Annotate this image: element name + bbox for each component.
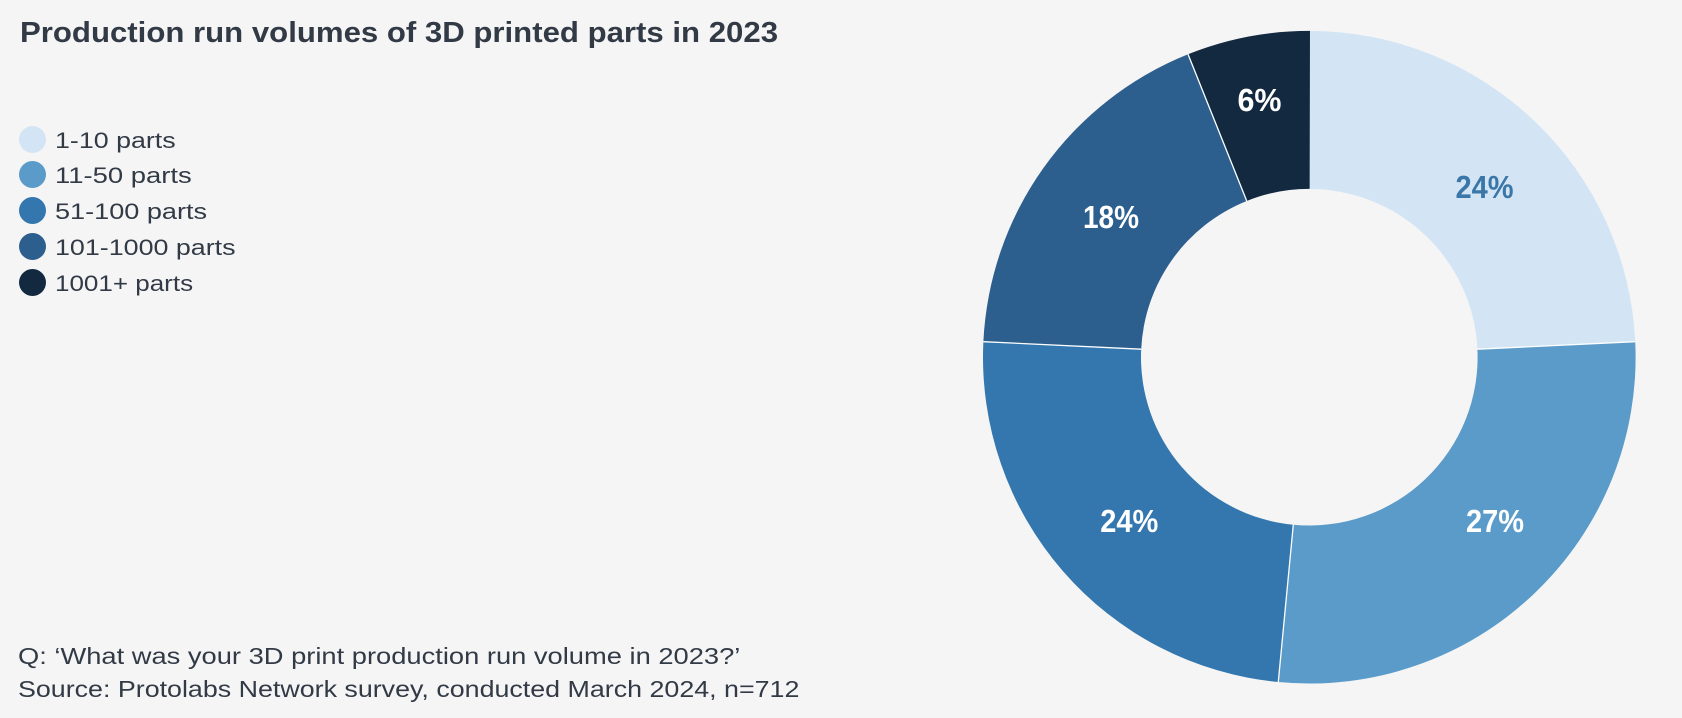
svg-text:18%: 18% [1083, 199, 1139, 235]
svg-text:24%: 24% [1455, 169, 1513, 205]
svg-text:27%: 27% [1466, 503, 1524, 539]
svg-text:6%: 6% [1237, 82, 1281, 118]
svg-text:24%: 24% [1100, 503, 1158, 539]
